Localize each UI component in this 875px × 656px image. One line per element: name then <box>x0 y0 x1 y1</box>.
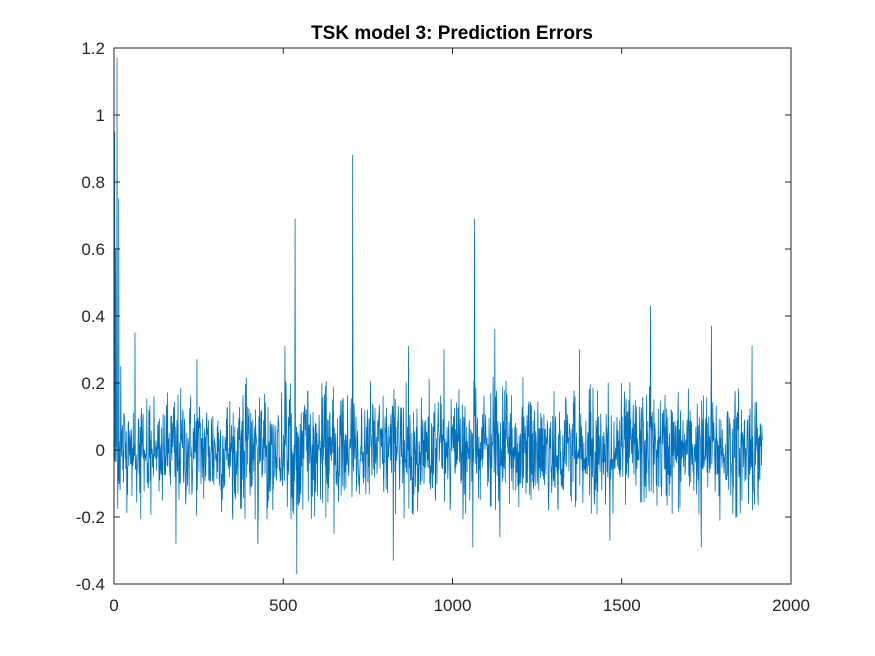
y-tick-label: 0.8 <box>81 173 105 192</box>
y-tick-label: 0.2 <box>81 374 105 393</box>
chart-title: TSK model 3: Prediction Errors <box>311 23 593 44</box>
series-line <box>113 57 763 575</box>
x-tick-label: 1500 <box>603 596 641 615</box>
y-tick-label: 0.4 <box>81 307 105 326</box>
x-tick-label: 500 <box>269 596 297 615</box>
y-tick-label: 0 <box>96 441 105 460</box>
y-tick-label: -0.2 <box>76 508 105 527</box>
series-layer <box>113 57 763 575</box>
axes-layer: 0 500 1000 1500 2000 -0.4 -0.2 0 0.2 0.4 0.6 0.8 1 1.… <box>76 39 810 615</box>
x-tick-label: 1000 <box>434 596 472 615</box>
y-tick-label: -0.4 <box>76 575 105 594</box>
plot-area <box>114 48 791 584</box>
y-tick-label: 1.2 <box>81 39 105 58</box>
plot-frame <box>113 47 792 585</box>
x-tick-label: 0 <box>109 596 118 615</box>
y-tick-label: 0.6 <box>81 240 105 259</box>
y-tick-label: 1 <box>96 106 105 125</box>
x-tick-label: 2000 <box>772 596 810 615</box>
